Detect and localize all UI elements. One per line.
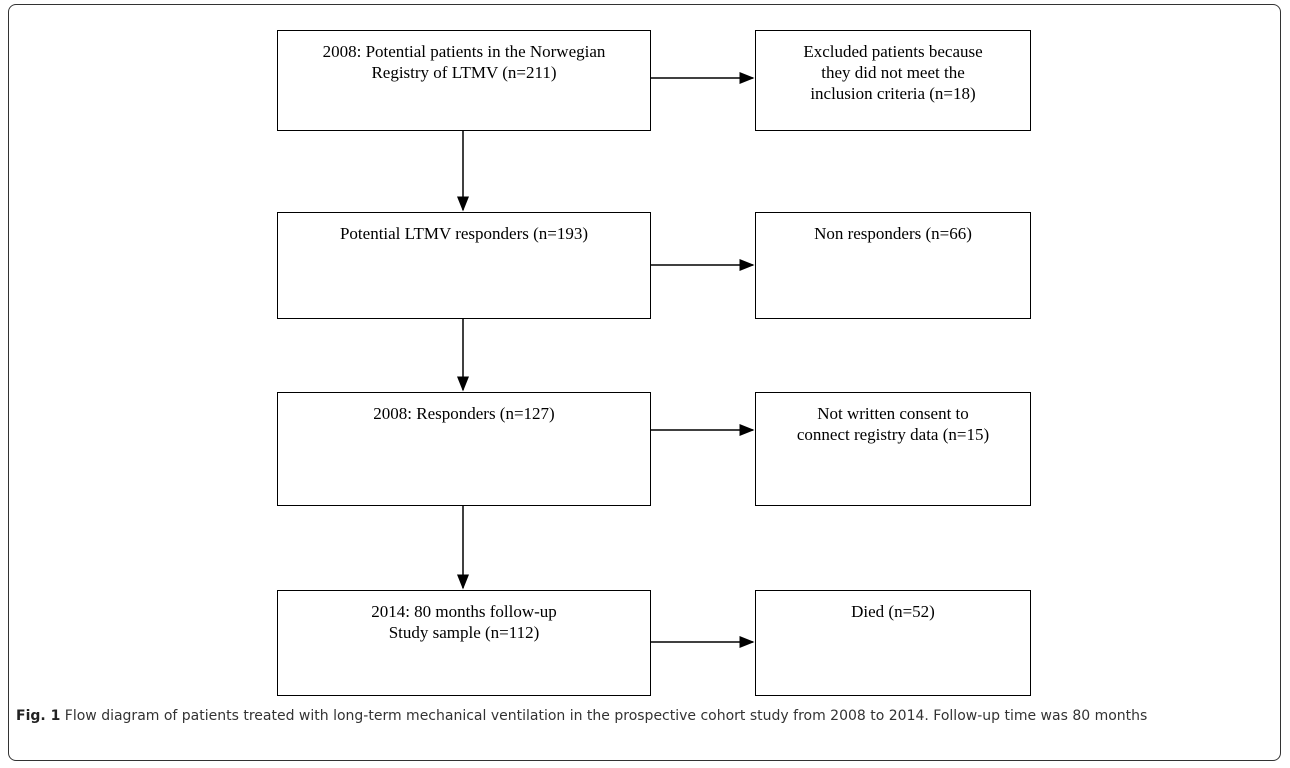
box-text-line: 2008: Responders (n=127) [373,404,555,423]
flow-box: Potential LTMV responders (n=193) [277,212,651,319]
flow-box: Non responders (n=66) [755,212,1031,319]
caption-text: Flow diagram of patients treated with lo… [64,708,1148,724]
box-text-line: they did not meet the [821,63,965,82]
flow-box: 2008: Potential patients in the Norwegia… [277,30,651,131]
flow-box: Died (n=52) [755,590,1031,696]
flow-box: Excluded patients because they did not me… [755,30,1031,131]
box-text-line: Registry of LTMV (n=211) [371,63,557,82]
box-text-line: Non responders (n=66) [814,224,972,243]
box-text-line: Study sample (n=112) [388,623,540,642]
box-text-line: Not written consent to [817,404,969,423]
box-text-line: 2008: Potential patients in the Norwegia… [322,42,606,61]
flow-box: Not written consent to connect registry d… [755,392,1031,506]
caption: Fig. 1 Flow diagram of patients treated … [16,705,1256,727]
flow-box: 2014: 80 months follow-up Study sample (n… [277,590,651,696]
flow-box: 2008: Responders (n=127) [277,392,651,506]
box-text-line: connect registry data (n=15) [796,425,990,444]
caption-label: Fig. 1 [16,708,61,724]
figure-frame [8,4,1281,761]
box-text-line: 2014: 80 months follow-up [371,602,557,621]
box-text-line: inclusion criteria (n=18) [810,84,976,103]
box-text-line: Died (n=52) [851,602,935,621]
box-text-line: Excluded patients because [803,42,983,61]
box-text-line: Potential LTMV responders (n=193) [339,224,589,243]
